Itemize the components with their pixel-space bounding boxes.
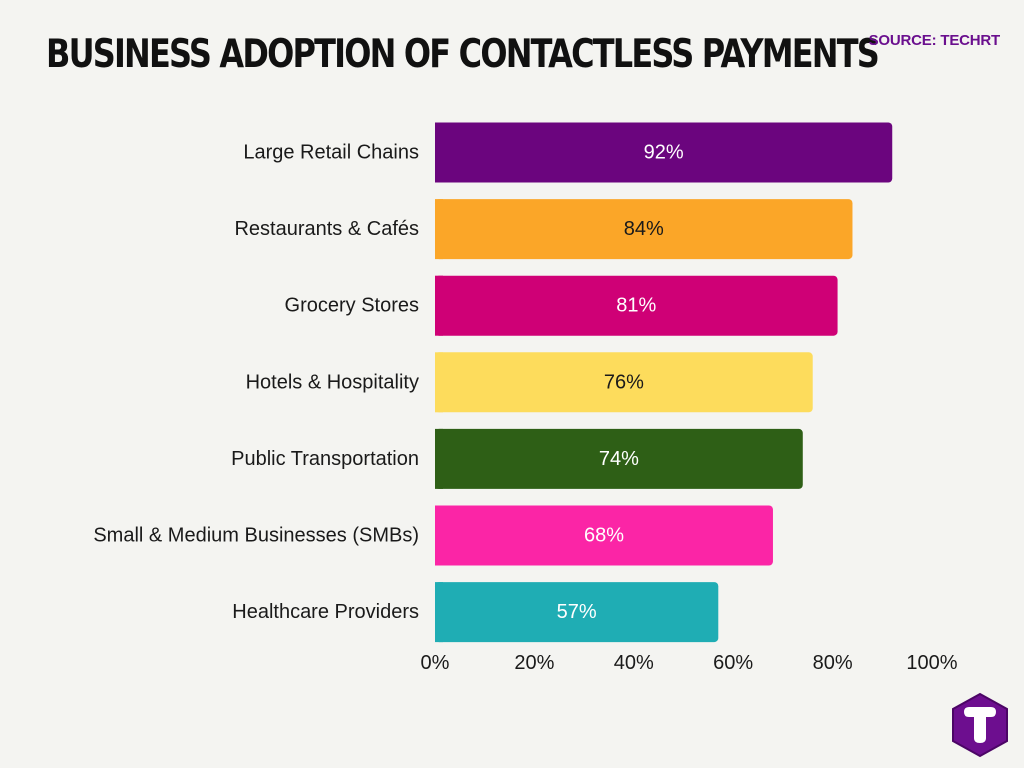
bar (435, 352, 813, 413)
bar-value-label: 74% (599, 448, 639, 470)
x-tick-label: 80% (813, 652, 853, 674)
x-tick-label: 60% (713, 652, 753, 674)
category-label: Hotels & Hospitality (246, 371, 419, 393)
bar (435, 505, 773, 566)
category-label: Large Retail Chains (243, 142, 419, 164)
bar-left-edge (435, 352, 443, 413)
bar-value-label: 68% (584, 525, 624, 547)
bar-left-edge (435, 275, 443, 336)
bar-left-edge (435, 428, 443, 489)
bar-value-label: 57% (557, 601, 597, 623)
category-label: Healthcare Providers (232, 601, 419, 623)
bar-value-label: 92% (644, 142, 684, 164)
bar (435, 428, 803, 489)
category-label: Grocery Stores (285, 295, 419, 317)
bar (435, 199, 853, 260)
x-tick-label: 40% (614, 652, 654, 674)
bar-value-label: 76% (604, 371, 644, 393)
x-tick-label: 0% (421, 652, 450, 674)
category-label: Small & Medium Businesses (SMBs) (93, 525, 419, 547)
x-tick-label: 20% (514, 652, 554, 674)
bar (435, 275, 838, 336)
bar (435, 582, 719, 643)
x-tick-label: 100% (906, 652, 957, 674)
bar-left-edge (435, 122, 443, 183)
bar-value-label: 81% (616, 295, 656, 317)
category-label: Public Transportation (231, 448, 419, 470)
bar-value-label: 84% (624, 218, 664, 240)
source-label: SOURCE: TECHRT (868, 32, 1001, 49)
techrt-logo-icon (952, 692, 1008, 758)
chart-title: BUSINESS ADOPTION OF CONTACTLESS PAYMENT… (46, 32, 880, 77)
bar-left-edge (435, 505, 443, 566)
bar-left-edge (435, 199, 443, 260)
category-label: Restaurants & Cafés (234, 218, 419, 240)
bar-left-edge (435, 582, 443, 643)
bar (435, 122, 893, 183)
